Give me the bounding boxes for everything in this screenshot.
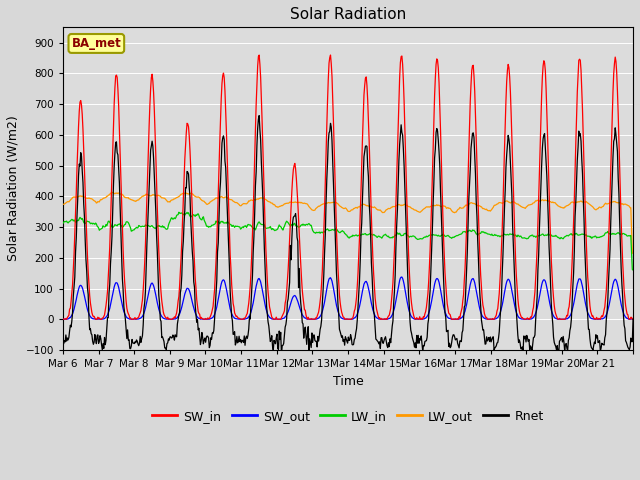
X-axis label: Time: Time bbox=[333, 374, 364, 387]
Text: BA_met: BA_met bbox=[72, 37, 121, 50]
Title: Solar Radiation: Solar Radiation bbox=[290, 7, 406, 22]
Legend: SW_in, SW_out, LW_in, LW_out, Rnet: SW_in, SW_out, LW_in, LW_out, Rnet bbox=[147, 405, 548, 428]
Y-axis label: Solar Radiation (W/m2): Solar Radiation (W/m2) bbox=[7, 116, 20, 262]
